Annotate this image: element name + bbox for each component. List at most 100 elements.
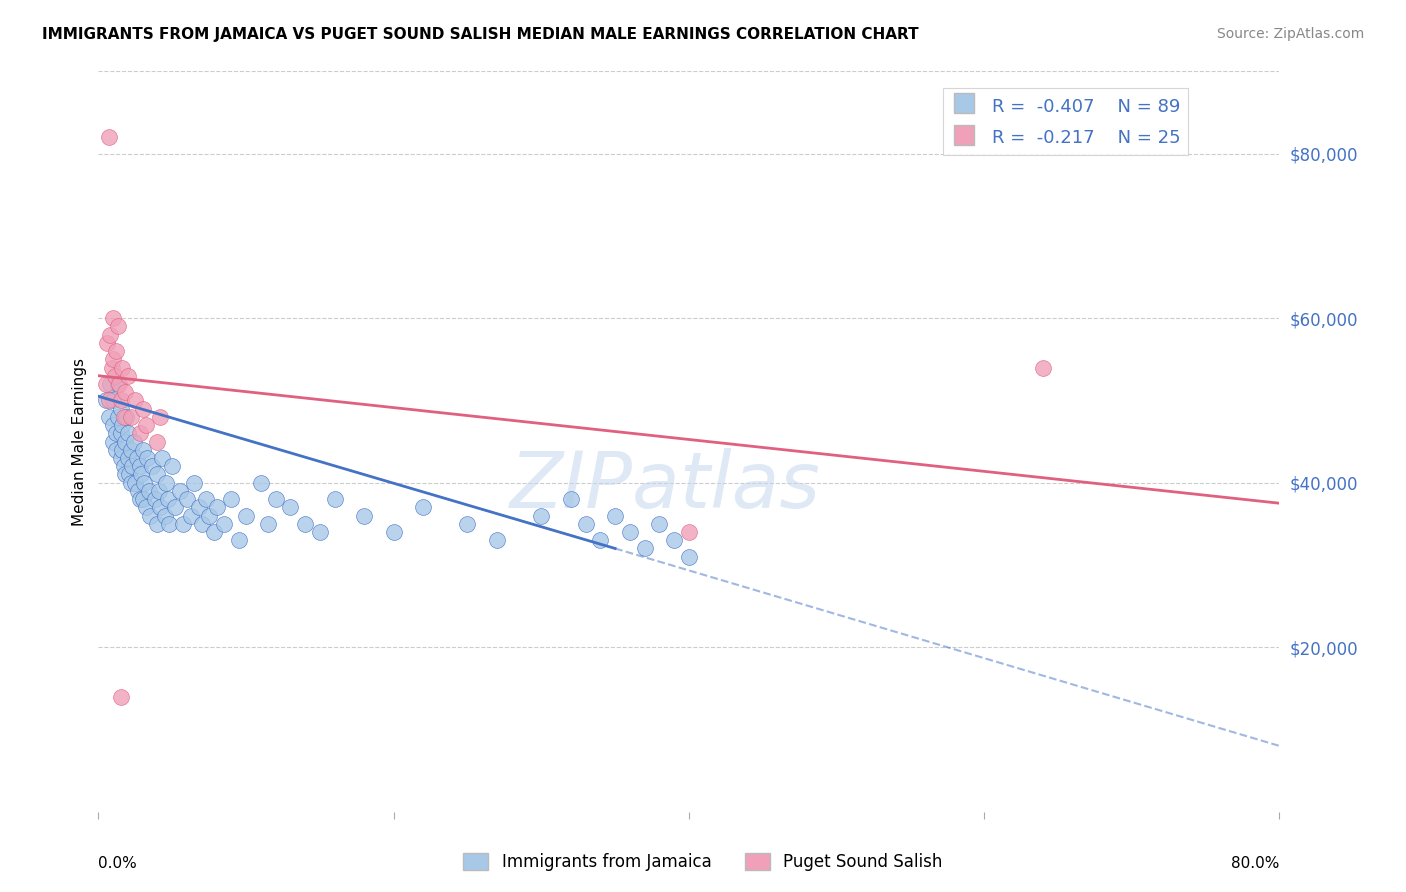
Point <box>120 475 142 490</box>
Point <box>111 442 134 457</box>
Point <box>115 409 138 424</box>
Point <box>486 533 509 548</box>
Text: Source: ZipAtlas.com: Source: ZipAtlas.com <box>1216 27 1364 41</box>
Point <box>280 500 302 515</box>
Point <box>149 500 172 515</box>
Point <box>110 401 132 416</box>
Point <box>146 516 169 531</box>
Point <box>97 409 120 424</box>
Text: 0.0%: 0.0% <box>98 856 138 871</box>
Point <box>187 500 209 515</box>
Point <box>457 516 479 531</box>
Point <box>94 393 117 408</box>
Point <box>135 500 157 515</box>
Point <box>195 492 218 507</box>
Point <box>323 492 346 507</box>
Point <box>138 483 160 498</box>
Point <box>156 492 179 507</box>
Point <box>135 418 157 433</box>
Point <box>605 508 627 523</box>
Point <box>183 475 205 490</box>
Point <box>97 130 120 145</box>
Point <box>110 426 132 441</box>
Legend: R =  -0.407    N = 89, R =  -0.217    N = 25: R = -0.407 N = 89, R = -0.217 N = 25 <box>943 87 1188 155</box>
Point <box>634 541 657 556</box>
Point <box>678 524 700 539</box>
Point <box>150 450 173 465</box>
Text: IMMIGRANTS FROM JAMAICA VS PUGET SOUND SALISH MEDIAN MALE EARNINGS CORRELATION C: IMMIGRANTS FROM JAMAICA VS PUGET SOUND S… <box>42 27 918 42</box>
Point <box>198 508 221 523</box>
Point <box>120 409 142 424</box>
Point <box>353 508 375 523</box>
Point <box>153 508 176 523</box>
Point <box>143 492 166 507</box>
Point <box>169 483 191 498</box>
Point <box>146 434 169 449</box>
Point <box>108 376 131 391</box>
Point <box>107 376 129 391</box>
Point <box>114 467 136 482</box>
Point <box>117 426 139 441</box>
Point <box>264 492 287 507</box>
Point <box>97 393 120 408</box>
Point <box>112 459 135 474</box>
Point <box>250 475 273 490</box>
Point <box>107 319 129 334</box>
Point <box>105 442 128 457</box>
Point <box>105 344 128 359</box>
Point <box>619 524 641 539</box>
Point <box>98 376 121 391</box>
Point <box>141 459 163 474</box>
Point <box>96 335 118 350</box>
Point <box>117 368 139 383</box>
Point <box>212 516 235 531</box>
Point <box>139 508 162 523</box>
Point <box>172 516 194 531</box>
Point <box>112 409 135 424</box>
Point <box>105 426 128 441</box>
Point <box>146 467 169 482</box>
Point <box>114 434 136 449</box>
Point <box>157 516 180 531</box>
Text: ZIPatlas: ZIPatlas <box>510 448 821 524</box>
Point <box>124 393 146 408</box>
Point <box>1032 360 1054 375</box>
Point <box>309 524 332 539</box>
Point <box>162 459 183 474</box>
Point <box>110 450 132 465</box>
Point <box>127 483 149 498</box>
Point <box>205 500 228 515</box>
Point <box>103 418 125 433</box>
Point <box>235 508 257 523</box>
Point <box>257 516 280 531</box>
Point <box>148 483 170 498</box>
Point <box>134 475 156 490</box>
Point <box>128 459 150 474</box>
Point <box>648 516 671 531</box>
Legend: Immigrants from Jamaica, Puget Sound Salish: Immigrants from Jamaica, Puget Sound Sal… <box>456 845 950 880</box>
Point <box>117 450 139 465</box>
Text: 80.0%: 80.0% <box>1232 856 1279 871</box>
Point <box>110 393 132 408</box>
Point <box>136 450 159 465</box>
Point <box>530 508 553 523</box>
Point <box>103 393 125 408</box>
Point <box>412 500 434 515</box>
Point <box>121 459 143 474</box>
Point <box>165 500 187 515</box>
Point <box>149 409 172 424</box>
Point <box>202 524 225 539</box>
Point <box>228 533 250 548</box>
Y-axis label: Median Male Earnings: Median Male Earnings <box>72 358 87 525</box>
Point <box>176 492 198 507</box>
Point <box>100 360 122 375</box>
Point <box>560 492 582 507</box>
Point <box>111 418 134 433</box>
Point <box>128 492 150 507</box>
Point <box>129 467 152 482</box>
Point <box>664 533 686 548</box>
Point <box>103 434 125 449</box>
Point <box>132 401 155 416</box>
Point <box>104 368 127 383</box>
Point <box>111 360 134 375</box>
